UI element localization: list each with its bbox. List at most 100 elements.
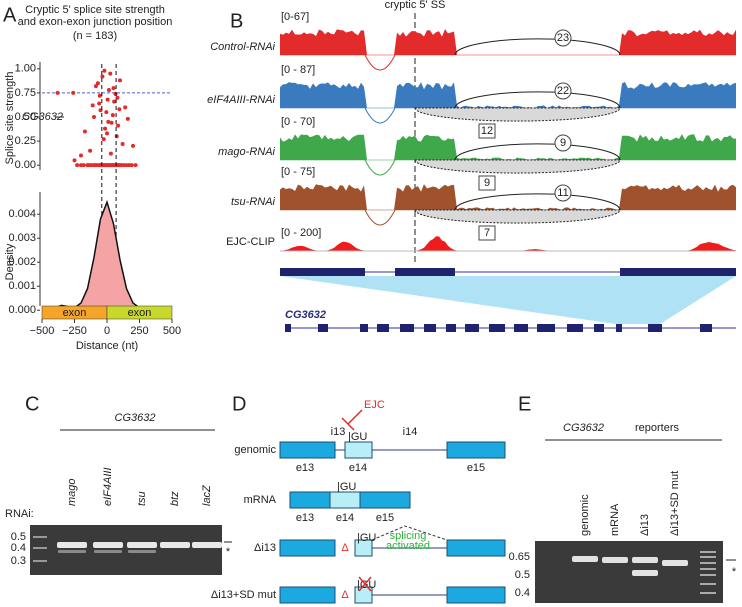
point [120,141,125,146]
y-tick-label: 0.50 [15,111,36,123]
gene-exon [446,324,456,332]
track-name: EJC-CLIP [226,236,275,248]
gene-exon [537,324,555,332]
count-box [478,225,496,241]
point [81,163,86,168]
deletion: Δ [341,589,349,601]
point [93,84,98,89]
lane-label: mRNA [609,503,621,536]
gene-exon [360,324,368,332]
gel-band [127,542,157,548]
y-tick-label: 1.00 [15,63,36,75]
intron-label: i13 [331,426,346,438]
row-label: genomic [234,444,276,456]
ladder-band [33,547,47,549]
track-range: [0 - 87] [281,64,315,76]
cryptic-count: 9 [484,177,490,189]
gene-exon [285,324,291,332]
exon [279,586,336,604]
ladder-band [700,556,716,558]
density-area [42,202,172,311]
track-name: eIF4AIII-RNAi [207,94,275,106]
junction-ellipse [454,193,621,211]
intron-label: i14 [403,426,418,438]
x-tick-label: −500 [30,325,55,337]
count-circle [554,82,572,100]
chart-title: Cryptic 5' splice site strength [25,4,165,16]
gene-exon [318,324,328,332]
marker-label: 0.4 [11,542,26,554]
point [97,93,102,98]
gel-band [632,570,658,576]
ejc-label: EJC [364,399,385,411]
point [111,86,116,91]
gel-band [632,557,658,563]
junction-arc [364,54,396,71]
point [55,90,60,95]
y-axis-label: Splice site strength [4,72,16,165]
ladder-band [700,583,716,585]
point [113,91,118,96]
exon [446,586,506,604]
deletion: Δ [341,542,349,554]
ladder-band [700,562,716,564]
track-title: cryptic 5' SS [385,0,446,11]
gene-exon [424,324,436,332]
marker-label: 0.3 [11,555,26,567]
gel-band [94,550,122,553]
gene-exon [594,324,604,332]
point [101,137,106,142]
point [123,105,128,110]
junction-ellipse [454,91,621,109]
row-label: Δi13 [254,542,276,554]
panel-label: B [230,10,243,32]
gene-exon [489,324,505,332]
point [100,74,105,79]
gu-label: |GU [348,431,367,443]
cryptic-arc [414,209,621,224]
row-label: mRNA [244,494,277,506]
point [114,134,119,139]
junction-count: 23 [557,32,569,44]
point [105,131,109,136]
point [95,81,100,86]
exon-label: e13 [296,462,314,474]
count-box [478,175,496,191]
lane-label: lacZ [201,484,213,506]
point [116,123,121,128]
point [131,143,135,148]
point [117,107,122,112]
exon-label: e14 [336,512,354,524]
point [118,78,122,83]
gene-exon [280,268,365,276]
x-tick-label: 500 [163,325,181,337]
panel-label: A [3,4,17,26]
lane-label: genomic [579,494,591,536]
gene-exon [620,268,736,276]
track-range: [0-67] [281,11,309,23]
track-name: mago-RNAi [218,146,275,158]
point [88,148,93,153]
ladder-band [700,592,716,594]
junction-ellipse [454,38,621,56]
x-tick-label: 0 [104,325,110,337]
junction-arc [364,209,396,226]
exon [289,491,331,509]
point [109,120,114,125]
junction-ellipse [454,143,621,161]
y-tick-label: 0.000 [8,304,36,316]
count-circle [554,29,572,47]
point [125,116,130,121]
marker-label: 0.5 [11,531,26,543]
cryptic-count: 7 [484,227,490,239]
track-range: [0 - 75] [281,166,315,178]
point [71,90,76,95]
gel-title: reporters [635,422,680,434]
count-box [478,123,496,139]
exon-e14 [329,491,361,509]
junction-arc [364,107,396,124]
point [82,129,87,134]
marker-label: 0.65 [509,551,530,563]
point [106,119,111,124]
